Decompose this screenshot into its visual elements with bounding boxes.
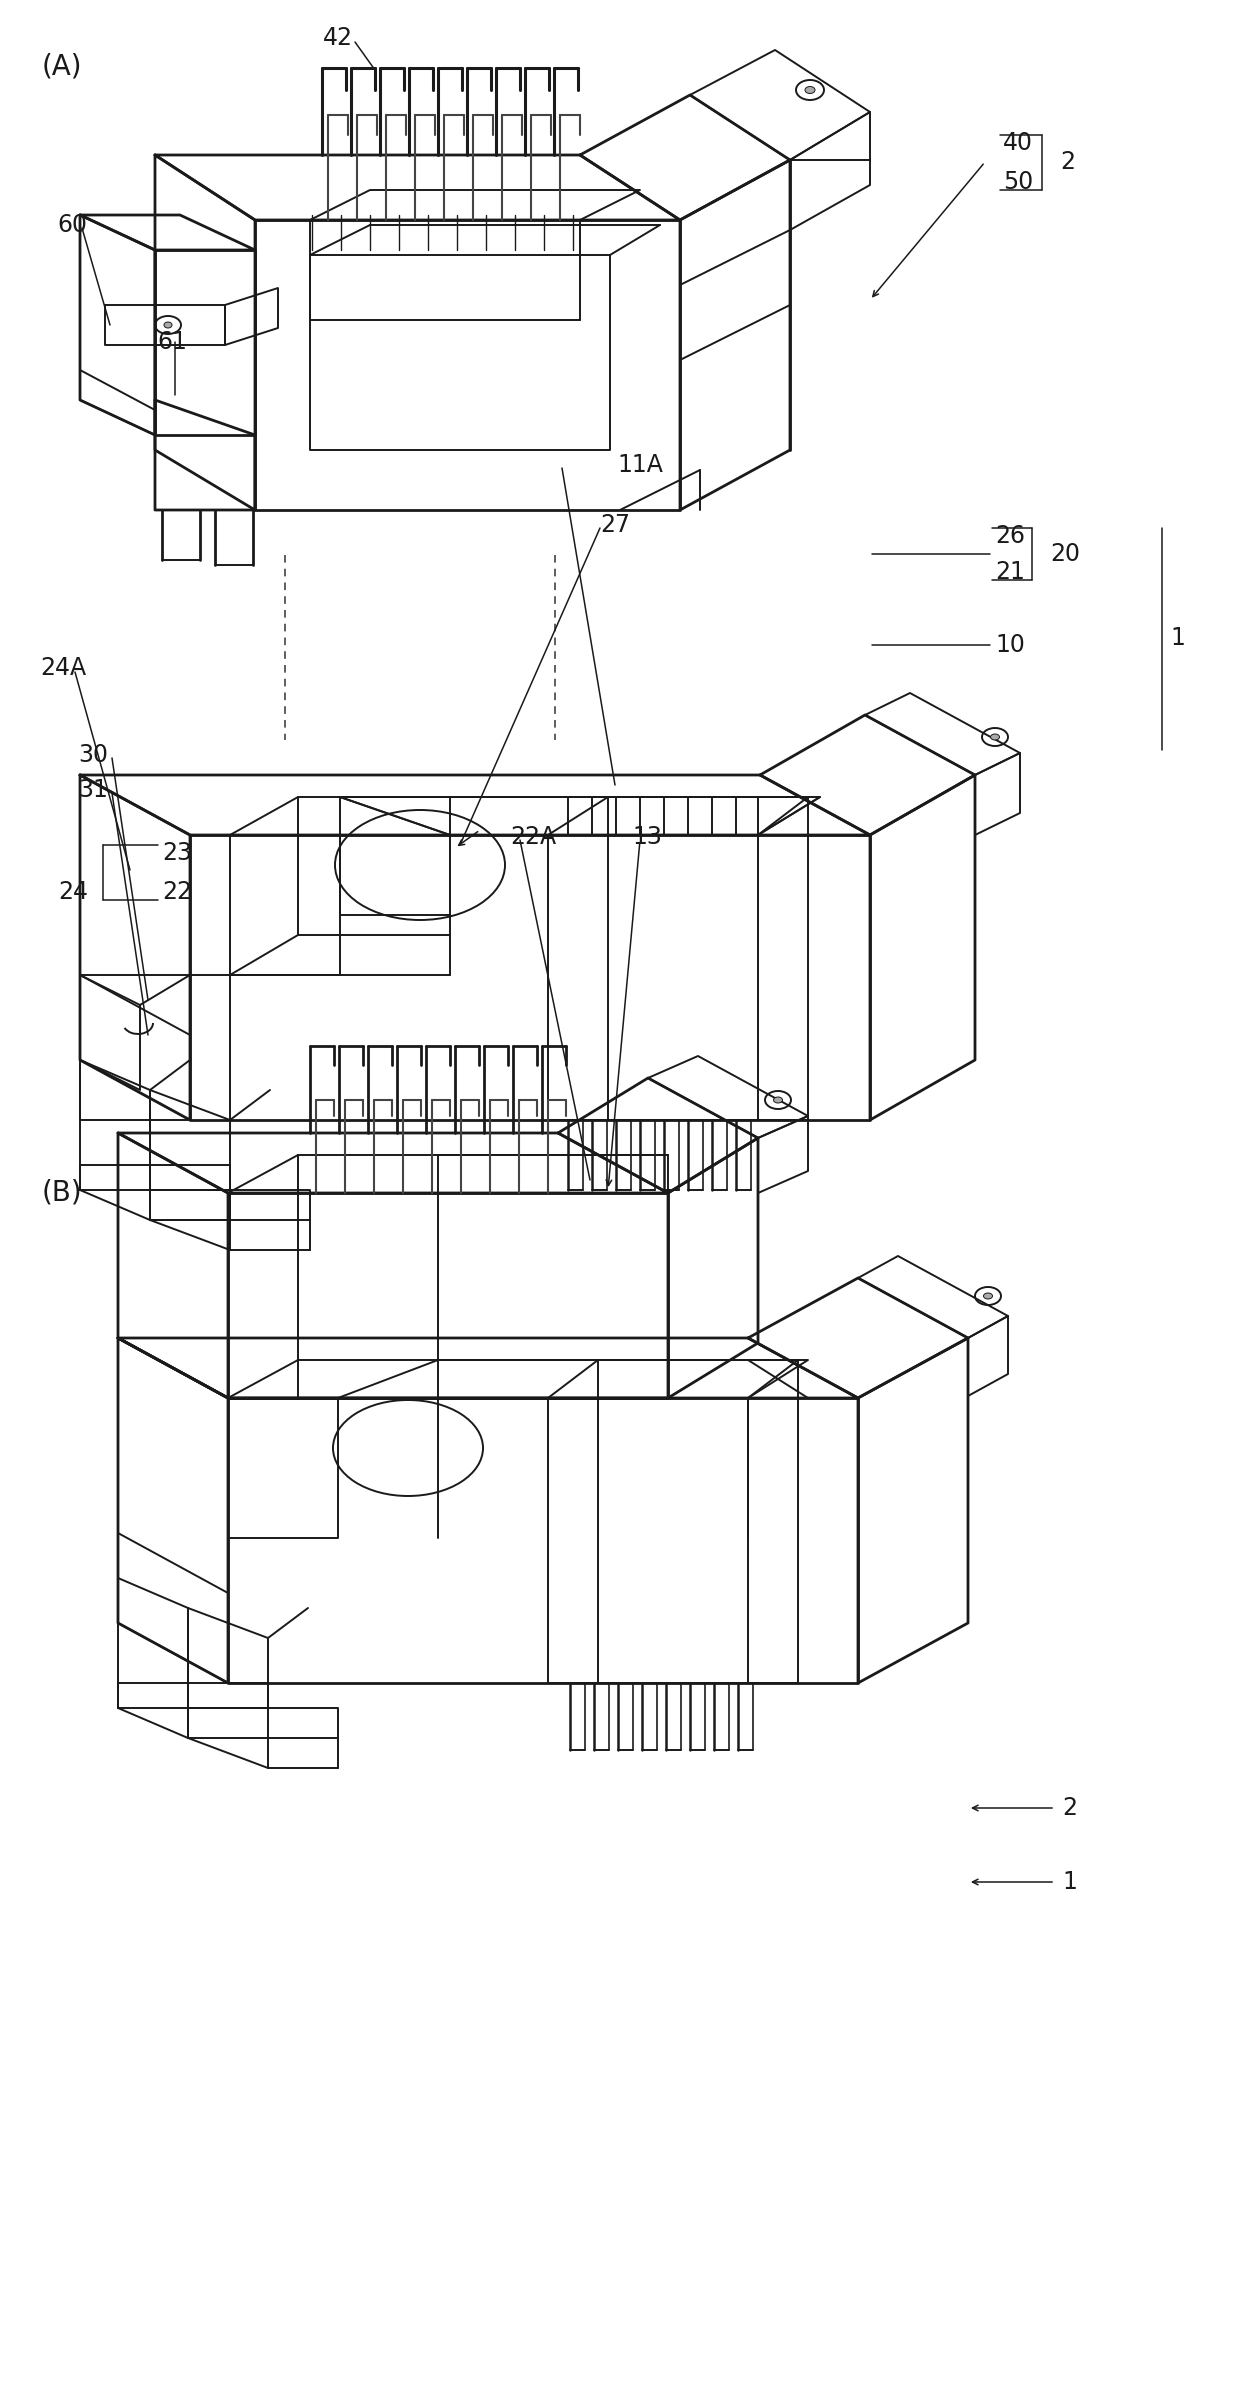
Text: 30: 30 — [78, 743, 108, 767]
Text: (B): (B) — [42, 1177, 83, 1206]
Text: 31: 31 — [78, 777, 108, 801]
Text: 42: 42 — [322, 26, 353, 50]
Text: 23: 23 — [162, 842, 192, 866]
Text: 22A: 22A — [510, 825, 556, 849]
Text: 40: 40 — [1003, 132, 1033, 156]
Text: 2: 2 — [1061, 1796, 1078, 1820]
Ellipse shape — [805, 86, 815, 94]
Text: (A): (A) — [42, 53, 83, 79]
Text: 26: 26 — [994, 525, 1025, 549]
Text: 24A: 24A — [40, 657, 86, 681]
Ellipse shape — [164, 321, 172, 329]
Text: 21: 21 — [994, 561, 1025, 585]
Text: 61: 61 — [157, 331, 187, 355]
Text: 20: 20 — [1050, 542, 1080, 566]
Text: 13: 13 — [632, 825, 662, 849]
Text: 60: 60 — [57, 213, 87, 237]
Text: 2: 2 — [1060, 151, 1075, 175]
Text: 22: 22 — [162, 880, 192, 904]
Text: 11A: 11A — [618, 453, 663, 477]
Ellipse shape — [983, 1293, 992, 1300]
Text: 1: 1 — [1061, 1870, 1076, 1894]
Ellipse shape — [991, 734, 999, 741]
Text: 1: 1 — [1171, 626, 1185, 650]
Text: 24: 24 — [58, 880, 88, 904]
Text: 27: 27 — [600, 513, 630, 537]
Ellipse shape — [774, 1096, 782, 1103]
Text: 10: 10 — [994, 633, 1025, 657]
Text: 50: 50 — [1003, 170, 1033, 194]
